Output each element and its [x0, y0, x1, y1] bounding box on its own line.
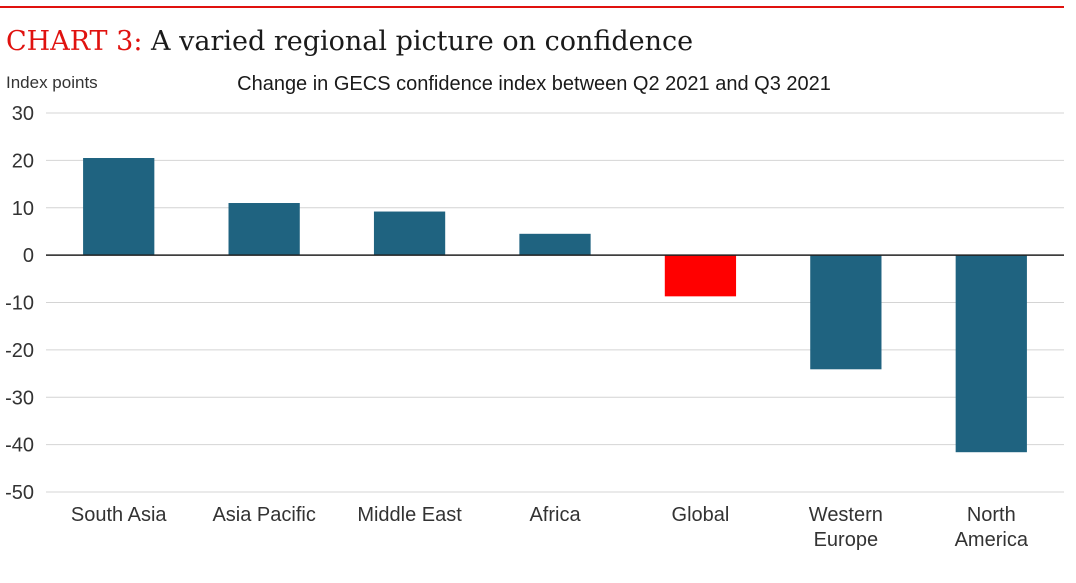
x-category-label: Middle East — [357, 504, 462, 526]
chart-subtitle: Change in GECS confidence index between … — [237, 73, 831, 95]
y-tick-label: -10 — [5, 293, 34, 315]
chart-heading: CHART 3: A varied regional picture on co… — [6, 22, 693, 62]
bar — [83, 158, 155, 256]
x-category-label: North America — [955, 504, 1029, 551]
top-rule — [0, 6, 1064, 8]
bar — [228, 203, 300, 256]
y-tick-label: 0 — [23, 245, 34, 267]
x-category-label: Western Europe — [809, 504, 883, 551]
gridlines — [46, 112, 1064, 493]
bar — [664, 255, 737, 297]
y-tick-label: -30 — [5, 387, 34, 409]
y-tick-label: 20 — [12, 150, 34, 172]
y-ticks: 30 20 10 0 -10 -20 -30 -40 -50 — [5, 103, 34, 504]
x-categories: South Asia Asia Pacific Middle East Africa G… — [71, 504, 1029, 551]
x-category-label: Asia Pacific — [212, 504, 315, 526]
bar — [955, 255, 1027, 453]
x-category-label: Global — [672, 504, 730, 526]
y-tick-label: -40 — [5, 435, 34, 457]
y-tick-label: 10 — [12, 198, 34, 220]
y-tick-label: -20 — [5, 340, 34, 362]
bar — [810, 255, 882, 370]
bar — [373, 211, 446, 256]
bar — [519, 233, 591, 256]
chart-number-label: CHART 3: — [6, 26, 143, 57]
chart-heading-text: A varied regional picture on confidence — [151, 26, 694, 57]
x-category-label: Africa — [529, 504, 581, 526]
x-category-label: South Asia — [71, 504, 168, 526]
bars — [83, 158, 1027, 453]
y-tick-label: -50 — [5, 482, 34, 504]
y-axis-label: Index points — [6, 73, 98, 92]
y-tick-label: 30 — [12, 103, 34, 125]
